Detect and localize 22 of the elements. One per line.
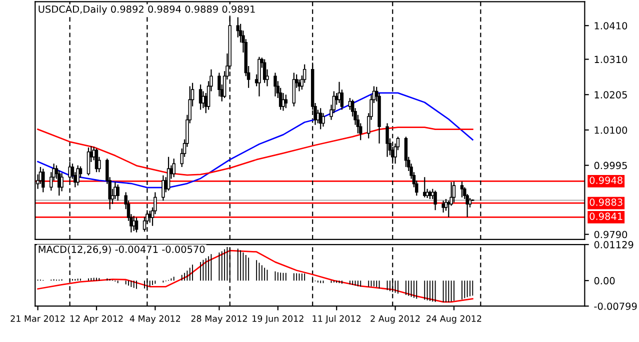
x-tick-label: 2 Aug 2012 — [370, 315, 420, 324]
chart-title: MACD(12,26,9) -0.00471 -0.00570 — [38, 245, 205, 254]
x-tick-label: 21 Mar 2012 — [10, 315, 65, 322]
y-tick-label: 0.01129 — [594, 241, 634, 248]
x-tick-label: 19 Jun 2012 — [252, 315, 304, 324]
ref-line-label: 0.9948 — [590, 176, 622, 184]
y-tick-label: 0.9995 — [594, 162, 627, 170]
y-tick-label: 1.0100 — [594, 126, 628, 134]
x-tick-label: 4 May 2012 — [130, 315, 180, 324]
ref-line-label: 0.9883 — [590, 198, 622, 206]
y-tick-label: 0.9790 — [594, 230, 628, 238]
x-tick-label: 28 May 2012 — [191, 315, 247, 324]
y-tick-label: 1.0205 — [594, 91, 627, 98]
y-tick-label: -0.00799 — [594, 302, 637, 310]
chart-title: USDCAD,Daily 0.9892 0.9894 0.9889 0.9891 — [38, 5, 255, 15]
x-tick-label: 24 Aug 2012 — [426, 315, 482, 324]
ref-line-label: 0.9841 — [590, 212, 622, 220]
x-tick-label: 11 Jul 2012 — [312, 315, 360, 324]
x-tick-label: 12 Apr 2012 — [70, 315, 123, 324]
y-tick-label: 0.00 — [594, 277, 615, 284]
y-tick-label: 1.0310 — [594, 56, 628, 64]
y-tick-label: 1.0410 — [594, 22, 628, 30]
